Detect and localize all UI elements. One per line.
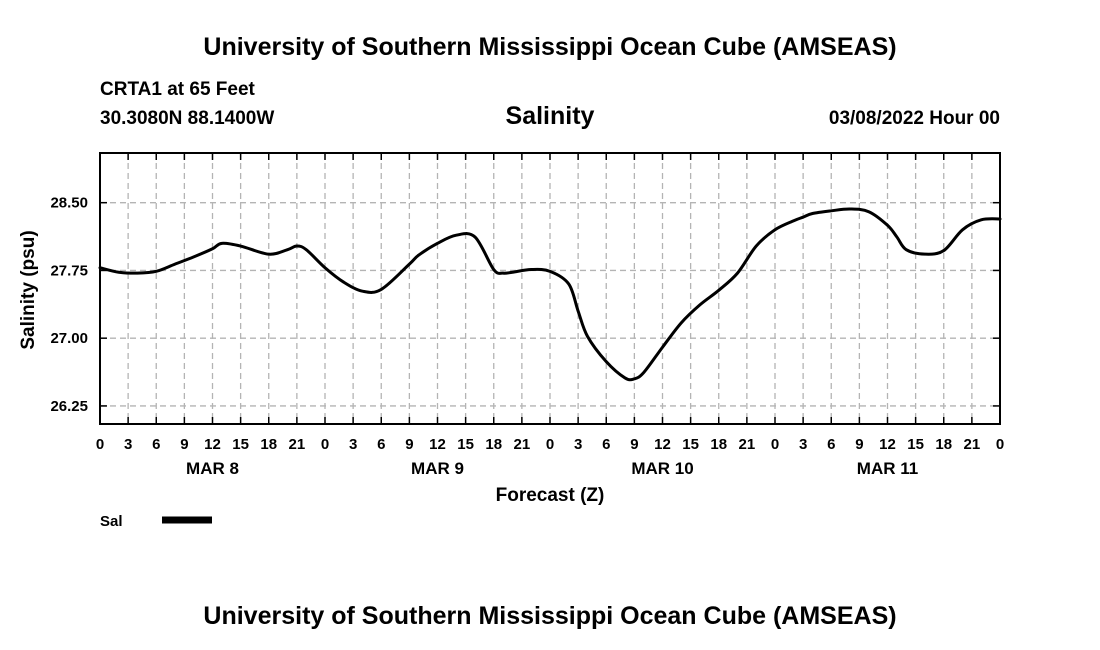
x-tick-label: 0 (771, 436, 779, 453)
x-tick-label: 12 (879, 436, 896, 453)
x-tick-label: 0 (996, 436, 1004, 453)
series-layer (98, 207, 1002, 382)
x-tick-label: 3 (349, 436, 357, 453)
x-tick-label: 18 (710, 436, 727, 453)
x-tick-label: 18 (935, 436, 952, 453)
station-label: CRTA1 at 65 Feet (100, 79, 256, 100)
datetime-label: 03/08/2022 Hour 00 (829, 108, 1000, 129)
x-tick-label: 6 (827, 436, 835, 453)
x-tick-label: 18 (260, 436, 277, 453)
date-label: MAR 11 (857, 459, 918, 478)
date-label: MAR 8 (186, 459, 239, 478)
x-tick-label: 0 (96, 436, 104, 453)
x-tick-label: 21 (289, 436, 306, 453)
x-tick-label: 15 (682, 436, 699, 453)
y-tick-label: 26.25 (50, 398, 88, 415)
x-tick-label: 3 (574, 436, 582, 453)
x-tick-label: 15 (232, 436, 249, 453)
x-tick-label: 12 (429, 436, 446, 453)
axis-ticks: 0 3 6 9 12 15 18 21 0 3 6 9 12 15 18 21 0 3 6 9 12 15 18 21 0 3 6 9… (50, 153, 1004, 478)
y-tick-label: 28.50 (50, 195, 88, 212)
x-tick-label: 18 (485, 436, 502, 453)
x-tick-label: 12 (204, 436, 221, 453)
chart-title-top: University of Southern Mississippi Ocean… (203, 33, 896, 61)
x-tick-label: 21 (739, 436, 756, 453)
chart-title-bottom: University of Southern Mississippi Ocean… (203, 602, 896, 630)
grid-lines (100, 153, 1000, 424)
variable-title: Salinity (506, 102, 595, 130)
x-tick-label: 0 (546, 436, 554, 453)
legend-label: Sal (100, 513, 123, 530)
x-tick-label: 3 (124, 436, 132, 453)
location-label: 30.3080N 88.1400W (100, 108, 274, 129)
x-tick-label: 3 (799, 436, 807, 453)
x-tick-label: 6 (377, 436, 385, 453)
x-tick-label: 9 (405, 436, 413, 453)
series-line-sal (98, 207, 1002, 382)
x-tick-label: 12 (654, 436, 671, 453)
date-label: MAR 9 (411, 459, 464, 478)
x-axis-title: Forecast (Z) (496, 485, 605, 506)
x-tick-label: 9 (855, 436, 863, 453)
x-tick-label: 6 (152, 436, 160, 453)
y-tick-label: 27.75 (50, 262, 88, 279)
x-tick-label: 15 (457, 436, 474, 453)
x-tick-label: 21 (514, 436, 531, 453)
x-tick-label: 21 (964, 436, 981, 453)
x-tick-label: 0 (321, 436, 329, 453)
x-tick-label: 15 (907, 436, 924, 453)
x-tick-label: 9 (630, 436, 638, 453)
y-axis-title: Salinity (psu) (18, 230, 39, 349)
date-label: MAR 10 (631, 459, 693, 478)
x-tick-label: 6 (602, 436, 610, 453)
x-tick-label: 9 (180, 436, 188, 453)
y-tick-label: 27.00 (50, 330, 88, 347)
